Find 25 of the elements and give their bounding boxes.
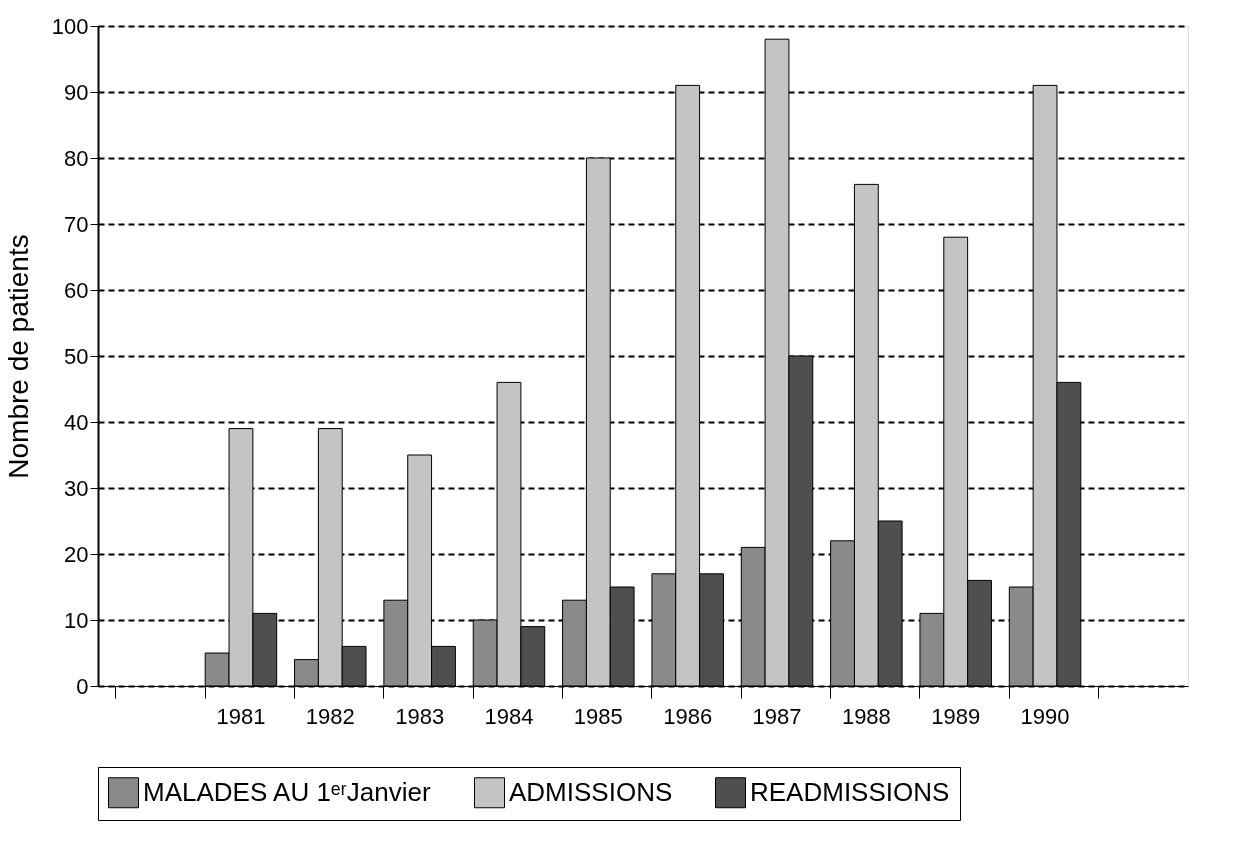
y-tick-label: 80: [64, 145, 89, 171]
x-tick-label: 1986: [663, 703, 713, 729]
legend-label: MALADES AU 1ᵉʳJanvier: [143, 776, 431, 807]
y-tick-label: 100: [51, 13, 89, 39]
y-tick-label: 10: [64, 607, 89, 633]
y-axis-title: Nombre de patients: [2, 234, 34, 479]
y-tick-label: 70: [64, 211, 89, 237]
x-tick-label: 1988: [841, 703, 891, 729]
x-tick-label: 1990: [1020, 703, 1070, 729]
x-tick-label: 1982: [305, 703, 355, 729]
y-tick-label: 90: [64, 79, 89, 105]
x-tick-label: 1984: [484, 703, 534, 729]
y-tick-label: 30: [64, 475, 89, 501]
y-tick-label: 40: [64, 409, 89, 435]
x-tick-label: 1985: [573, 703, 623, 729]
y-tick-label: 0: [76, 673, 89, 699]
x-tick-label: 1987: [752, 703, 802, 729]
legend-label: ADMISSIONS: [509, 776, 673, 807]
y-tick-label: 20: [64, 541, 89, 567]
x-tick-label: 1981: [216, 703, 266, 729]
y-tick-label: 50: [64, 343, 89, 369]
x-tick-label: 1983: [395, 703, 445, 729]
y-tick-label: 60: [64, 277, 89, 303]
legend-label: READMISSIONS: [750, 776, 950, 807]
x-tick-label: 1989: [931, 703, 981, 729]
